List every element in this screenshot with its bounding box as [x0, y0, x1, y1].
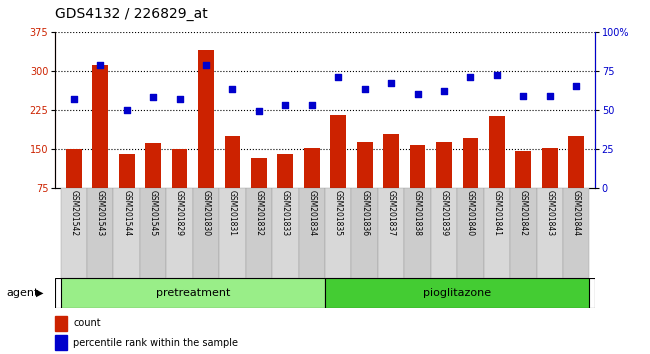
Point	[571, 84, 582, 89]
Bar	[140, 188, 166, 278]
Point	[254, 108, 264, 114]
Bar	[60, 188, 87, 278]
Text: pioglitazone: pioglitazone	[423, 288, 491, 298]
Point	[412, 91, 423, 97]
Bar	[542, 148, 558, 227]
Bar	[357, 142, 372, 227]
Bar	[87, 188, 114, 278]
Bar	[92, 64, 108, 227]
Text: GSM201835: GSM201835	[333, 190, 343, 236]
Point	[333, 74, 343, 80]
Bar	[224, 136, 240, 227]
Point	[545, 93, 555, 98]
Bar	[60, 278, 325, 308]
Bar	[436, 142, 452, 227]
Text: GSM201829: GSM201829	[175, 190, 184, 236]
Text: GSM201543: GSM201543	[96, 190, 105, 236]
Text: GSM201843: GSM201843	[545, 190, 554, 236]
Point	[280, 102, 291, 108]
Point	[174, 96, 185, 102]
Bar	[114, 188, 140, 278]
Bar	[404, 188, 431, 278]
Text: GSM201832: GSM201832	[254, 190, 263, 236]
Bar	[166, 188, 193, 278]
Text: GSM201842: GSM201842	[519, 190, 528, 236]
Bar	[145, 143, 161, 227]
Bar	[246, 188, 272, 278]
Bar	[515, 151, 531, 227]
Point	[465, 74, 476, 80]
Point	[122, 107, 132, 113]
Text: pretreatment: pretreatment	[155, 288, 230, 298]
Text: GSM201837: GSM201837	[387, 190, 396, 236]
Text: GSM201841: GSM201841	[493, 190, 501, 236]
Bar	[172, 149, 187, 227]
Bar	[384, 134, 399, 227]
Point	[307, 102, 317, 108]
Text: GDS4132 / 226829_at: GDS4132 / 226829_at	[55, 7, 208, 21]
Point	[148, 95, 159, 100]
Bar	[431, 188, 457, 278]
Text: GSM201839: GSM201839	[439, 190, 448, 236]
Bar	[457, 188, 484, 278]
Bar	[410, 145, 426, 227]
Bar	[568, 136, 584, 227]
Text: GSM201840: GSM201840	[466, 190, 475, 236]
Bar	[325, 188, 352, 278]
Bar	[55, 335, 67, 350]
Text: GSM201836: GSM201836	[360, 190, 369, 236]
Point	[95, 62, 105, 67]
Text: percentile rank within the sample: percentile rank within the sample	[73, 337, 239, 348]
Bar	[563, 188, 590, 278]
Bar	[510, 188, 536, 278]
Bar	[198, 50, 214, 227]
Text: count: count	[73, 318, 101, 329]
Text: agent: agent	[6, 288, 39, 298]
Bar	[219, 188, 246, 278]
Point	[227, 87, 238, 92]
Bar	[325, 278, 590, 308]
Text: GSM201542: GSM201542	[70, 190, 78, 236]
Bar	[278, 154, 293, 227]
Bar	[536, 188, 563, 278]
Bar	[298, 188, 325, 278]
Point	[201, 62, 211, 67]
Text: GSM201844: GSM201844	[572, 190, 580, 236]
Point	[518, 93, 528, 98]
Bar	[378, 188, 404, 278]
Bar	[484, 188, 510, 278]
Bar	[463, 138, 478, 227]
Point	[359, 87, 370, 92]
Bar	[251, 158, 266, 227]
Text: GSM201833: GSM201833	[281, 190, 290, 236]
Text: GSM201834: GSM201834	[307, 190, 317, 236]
Bar	[119, 154, 135, 227]
Bar	[304, 148, 320, 227]
Bar	[352, 188, 378, 278]
Text: GSM201830: GSM201830	[202, 190, 211, 236]
Bar	[55, 316, 67, 331]
Text: GSM201838: GSM201838	[413, 190, 422, 236]
Point	[439, 88, 449, 94]
Text: ▶: ▶	[36, 288, 44, 298]
Bar	[272, 188, 298, 278]
Bar	[66, 149, 82, 227]
Point	[68, 96, 79, 102]
Point	[386, 80, 396, 86]
Bar	[489, 116, 505, 227]
Bar	[330, 115, 346, 227]
Bar	[193, 188, 219, 278]
Point	[491, 73, 502, 78]
Text: GSM201544: GSM201544	[122, 190, 131, 236]
Text: GSM201545: GSM201545	[149, 190, 157, 236]
Text: GSM201831: GSM201831	[228, 190, 237, 236]
